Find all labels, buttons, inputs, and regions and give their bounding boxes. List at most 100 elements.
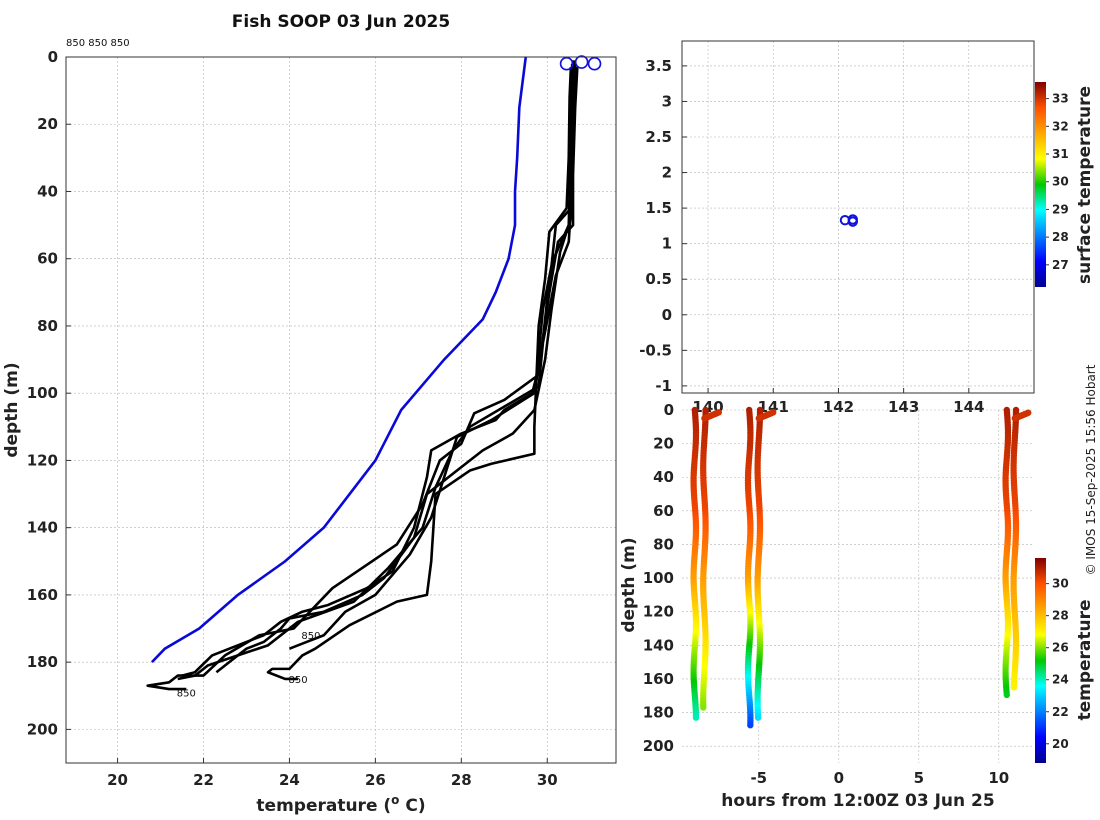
tick-label: 0	[664, 401, 674, 419]
tick-label: -0.5	[639, 341, 672, 359]
cast-point	[1010, 684, 1018, 691]
tick-label: 143	[888, 398, 919, 416]
cast-point	[747, 721, 754, 729]
copyright-credit: © IMOS 15-Sep-2025 15:56 Hobart	[1084, 364, 1098, 575]
tick-label: 40	[37, 182, 58, 200]
tick-label: 0.5	[645, 270, 672, 288]
tick-label: 140	[643, 636, 674, 654]
tick-label: 60	[653, 502, 674, 520]
tick-label: 2.5	[645, 128, 672, 146]
tick-label: 160	[27, 586, 58, 604]
xlabel-head: temperature (	[256, 796, 391, 816]
tick-label: 120	[643, 603, 674, 621]
map-grid	[682, 41, 1034, 393]
surface-marker	[574, 55, 589, 69]
tick-label: 3	[662, 92, 672, 110]
time-depth-x-label: hours from 12:00Z 03 Jun 25	[721, 791, 994, 811]
tick-label: 80	[653, 535, 674, 553]
tick-label: 80	[37, 317, 58, 335]
profile-line	[288, 67, 579, 650]
map-frame	[681, 40, 1035, 394]
surface-marker	[587, 56, 602, 71]
profile-x-label: temperature (o C)	[256, 793, 425, 816]
tick-label: 1.5	[645, 199, 672, 217]
surface-markers-layer	[559, 55, 602, 71]
tick-label: 100	[643, 569, 674, 587]
tick-label: 160	[643, 670, 674, 688]
tick-label: 20	[653, 435, 674, 453]
profile-series-layer	[146, 60, 579, 691]
tick-label: 30	[537, 771, 558, 789]
tick-label: 22	[193, 771, 214, 789]
colorbar-tick-label: 28	[1052, 230, 1069, 244]
profile-grid	[66, 56, 616, 763]
colorbar-tick-label: 32	[1052, 119, 1069, 133]
profile-label: 850	[301, 631, 320, 642]
temperature-colorbar-ticks: 20 22 24 26 28 30	[1046, 577, 1069, 751]
tick-label: 26	[365, 771, 386, 789]
colorbar-tick-label: 28	[1052, 609, 1069, 623]
profile-plot: Fish SOOP 03 Jun 2025 850 850 850 850850…	[2, 12, 617, 816]
cast-point	[692, 714, 700, 721]
temperature-colorbar	[1035, 558, 1046, 763]
profile-y-label: depth (m)	[2, 362, 22, 457]
cast-point	[700, 704, 707, 711]
tick-label: 200	[643, 737, 674, 755]
profile-label: 850	[288, 675, 307, 686]
tick-label: 20	[107, 771, 128, 789]
profile-y-ticks: 0 20 40 60 80 100 120 140 160 180 200	[27, 48, 71, 738]
climatology-line	[150, 56, 528, 664]
time-depth-y-label: depth (m)	[619, 537, 639, 632]
tick-label: 10	[988, 769, 1009, 787]
profile-line	[181, 63, 574, 677]
temperature-colorbar-label: temperature	[1075, 599, 1095, 720]
map-points-layer	[839, 214, 858, 227]
map-y-ticks: -1 -0.5 0 0.5 1 1.5 2 2.5 3 3.5	[639, 57, 687, 395]
xlabel-tail: C)	[399, 796, 425, 816]
tick-label: 0	[662, 306, 672, 324]
climatology-layer	[150, 56, 528, 664]
profile-count-note: 850 850 850	[66, 38, 130, 49]
colorbar-tick-label: 31	[1052, 147, 1069, 161]
surface-temperature-colorbar-label: surface temperature	[1075, 86, 1095, 284]
tick-label: 60	[37, 250, 58, 268]
profile-line	[177, 63, 577, 681]
profile-labels-layer: 850 850 850	[177, 631, 321, 699]
cast-point	[715, 409, 722, 416]
tick-label: 20	[37, 115, 58, 133]
tick-label: 2	[662, 164, 672, 182]
chart-title: Fish SOOP 03 Jun 2025	[232, 12, 450, 32]
tick-label: 100	[27, 384, 58, 402]
xlabel-degree: o	[391, 793, 399, 807]
tick-label: 0	[48, 48, 58, 66]
surface-temperature-colorbar-ticks: 27 28 29 30 31 32 33	[1046, 92, 1069, 272]
time-depth-casts-layer	[690, 406, 1032, 729]
cast-point	[770, 409, 777, 416]
profile-frame	[65, 56, 617, 764]
profile-label: 850	[177, 688, 196, 699]
map-point	[847, 216, 858, 227]
tick-label: 120	[27, 451, 58, 469]
tick-label: 200	[27, 720, 58, 738]
tick-label: 180	[27, 653, 58, 671]
tick-label: -1	[655, 377, 672, 395]
colorbar-tick-label: 30	[1052, 175, 1069, 189]
tick-label: 40	[653, 468, 674, 486]
colorbar-tick-label: 26	[1052, 641, 1069, 655]
time-depth-grid	[682, 409, 1034, 763]
cast-point	[1025, 409, 1032, 416]
colorbar-tick-label: 27	[1052, 258, 1069, 272]
profile-x-ticks: 20 22 24 26 28 30	[107, 758, 558, 789]
tick-label: 0	[834, 769, 844, 787]
map-plot: 140 141 142 143 144 -1-0.500.511.522.533.5 2…	[639, 40, 1095, 416]
tick-label: 28	[451, 771, 472, 789]
tick-label: 142	[823, 398, 854, 416]
cast-point	[754, 714, 762, 721]
cast-point	[1003, 691, 1010, 699]
profile-line	[215, 60, 576, 674]
profile-line	[266, 67, 573, 681]
surface-temperature-colorbar	[1035, 82, 1046, 287]
time-depth-y-ticks: 0 20 40 60 80 100 120 140 160 180 200	[643, 401, 674, 755]
tick-label: 3.5	[645, 57, 672, 75]
